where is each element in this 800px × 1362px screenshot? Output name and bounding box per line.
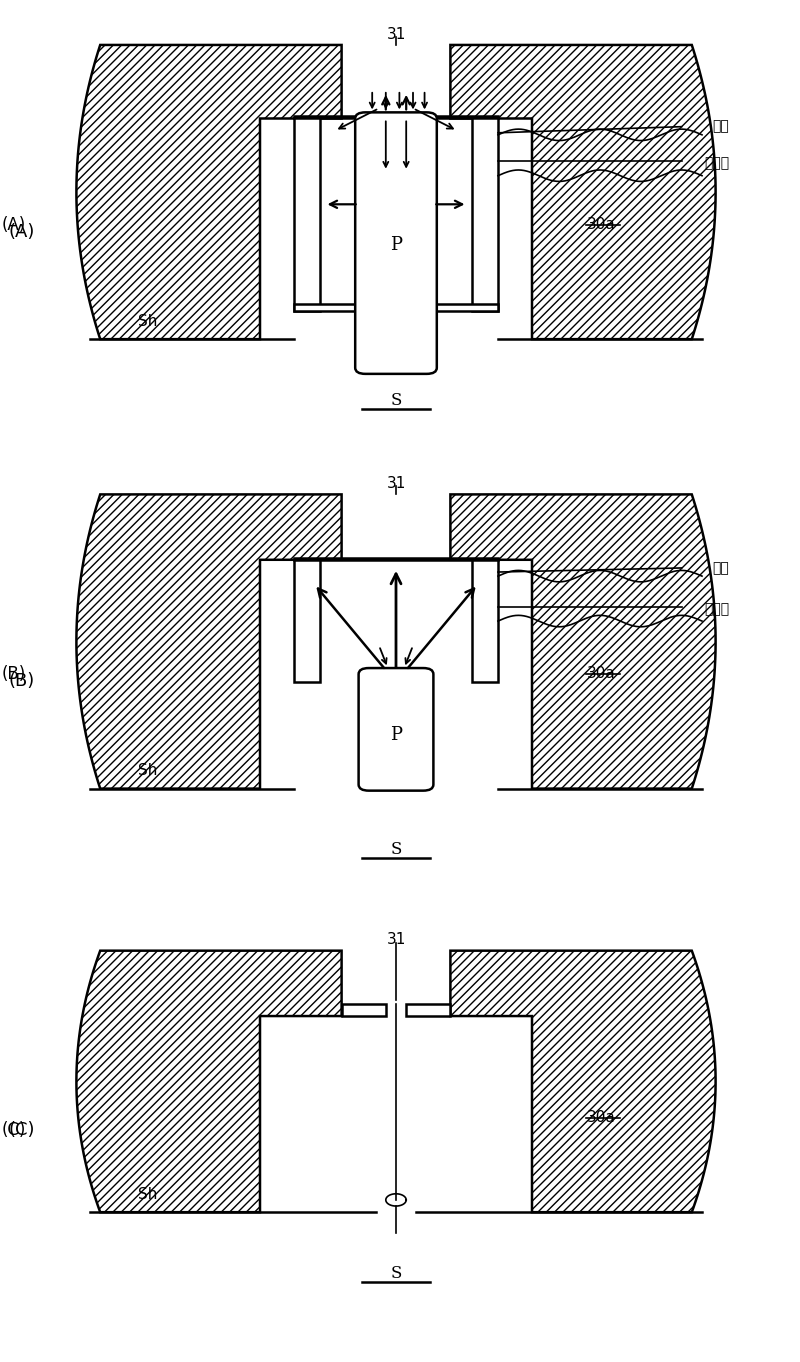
Polygon shape (77, 494, 342, 789)
Text: P: P (390, 726, 402, 745)
Text: 阳离子: 阳离子 (704, 157, 730, 170)
Polygon shape (450, 494, 715, 789)
FancyBboxPatch shape (355, 112, 437, 373)
Polygon shape (294, 558, 498, 560)
Text: Sh: Sh (138, 763, 157, 779)
Text: S: S (390, 392, 402, 409)
Text: (B): (B) (2, 665, 26, 684)
Text: 30a: 30a (586, 217, 615, 232)
Polygon shape (406, 1004, 450, 1016)
Text: 阳离子: 阳离子 (704, 602, 730, 616)
Text: 31: 31 (386, 26, 406, 42)
Text: (C): (C) (8, 1121, 34, 1140)
Text: (C): (C) (2, 1121, 26, 1140)
Text: S: S (390, 1265, 402, 1282)
Text: 31: 31 (386, 477, 406, 492)
Text: (A): (A) (2, 215, 26, 234)
Polygon shape (294, 118, 320, 311)
Polygon shape (294, 117, 498, 118)
Text: 30a: 30a (586, 666, 615, 681)
Text: Sh: Sh (138, 313, 157, 330)
Polygon shape (450, 951, 715, 1212)
Text: (A): (A) (8, 222, 34, 241)
Text: P: P (390, 236, 402, 255)
Polygon shape (472, 118, 498, 311)
Text: 31: 31 (386, 932, 406, 948)
Polygon shape (77, 45, 342, 339)
Text: 30a: 30a (586, 1110, 615, 1125)
Text: 电子: 电子 (713, 561, 730, 575)
Polygon shape (450, 45, 715, 339)
Text: S: S (390, 842, 402, 858)
Text: (B): (B) (8, 671, 34, 691)
Polygon shape (472, 560, 498, 682)
Polygon shape (77, 951, 342, 1212)
Text: 电子: 电子 (713, 120, 730, 133)
FancyBboxPatch shape (358, 667, 434, 790)
Polygon shape (294, 305, 498, 311)
Polygon shape (294, 560, 320, 682)
Polygon shape (342, 1004, 386, 1016)
Text: Sh: Sh (138, 1186, 157, 1201)
